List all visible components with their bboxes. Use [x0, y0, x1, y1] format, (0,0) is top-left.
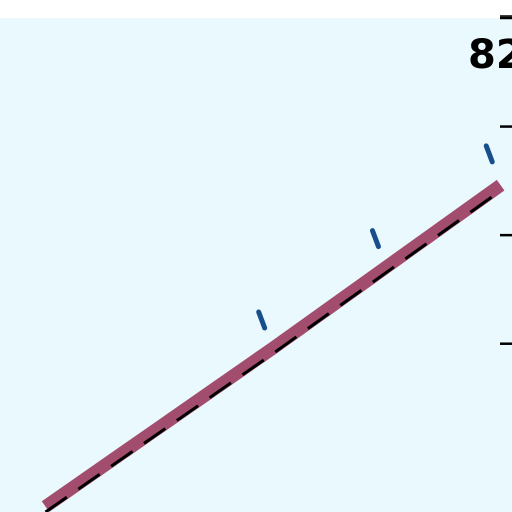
marker-point: [483, 143, 495, 165]
marker-point: [369, 228, 381, 250]
marker-point: [256, 309, 268, 331]
y-axis: [500, 15, 512, 345]
y-tick-label: 82: [468, 32, 512, 78]
series-layer: [41, 143, 505, 512]
band-series: [41, 179, 505, 512]
trend-line-series: [44, 189, 502, 512]
plot-background: [0, 18, 512, 512]
